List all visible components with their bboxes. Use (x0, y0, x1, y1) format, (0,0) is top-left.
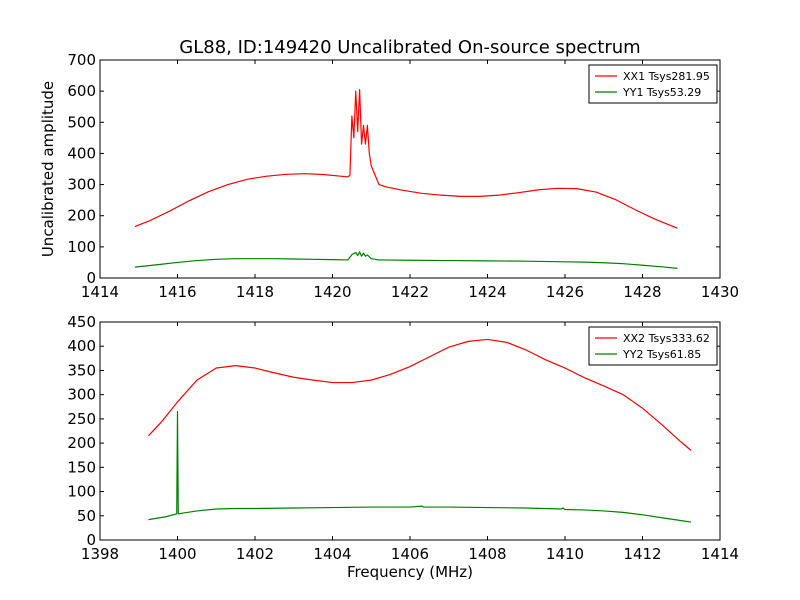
top-y-tick-label: 100 (67, 238, 96, 256)
top-x-tick-label: 1424 (468, 283, 506, 301)
bottom-series-line-2 (148, 411, 692, 523)
top-x-tick-label: 1418 (236, 283, 274, 301)
top-x-tick-label: 1416 (158, 283, 196, 301)
bottom-y-tick-label: 50 (77, 507, 96, 525)
bottom-y-tick-label: 100 (67, 483, 96, 501)
top-legend (588, 64, 718, 104)
bottom-y-tick-label: 250 (67, 410, 96, 428)
top-y-tick-label: 500 (67, 113, 96, 131)
top-x-tick-label: 1426 (546, 283, 584, 301)
top-series-line-1 (134, 88, 678, 229)
bottom-x-tick-label: 1414 (701, 545, 739, 563)
top-x-tick-label: 1428 (623, 283, 661, 301)
bottom-y-tick-label: 350 (67, 361, 96, 379)
bottom-legend-label: YY2 Tsys61.85 (622, 348, 701, 361)
top-x-tick-label: 1422 (391, 283, 429, 301)
bottom-x-tick-label: 1406 (391, 545, 429, 563)
bottom-series-line-1 (148, 338, 692, 451)
bottom-y-tick-label: 200 (67, 434, 96, 452)
top-series-line-2 (134, 251, 678, 269)
bottom-y-tick-label: 150 (67, 458, 96, 476)
top-y-tick-label: 200 (67, 207, 96, 225)
bottom-x-tick-label: 1410 (546, 545, 584, 563)
bottom-legend-label: XX2 Tsys333.62 (623, 332, 710, 345)
figure-title: GL88, ID:149420 Uncalibrated On-source s… (179, 37, 640, 58)
bottom-y-tick-label: 400 (67, 337, 96, 355)
bottom-x-tick-label: 1412 (623, 545, 661, 563)
bottom-y-tick-label: 300 (67, 386, 96, 404)
top-y-axis-label: Uncalibrated amplitude (39, 81, 57, 257)
bottom-x-tick-label: 1408 (468, 545, 506, 563)
bottom-y-tick-label: 450 (67, 313, 96, 331)
top-y-tick-label: 600 (67, 82, 96, 100)
chart-bottom: 1398 1400 1402 1404 1406 1408 1410 1412 1414 0 50 1… (67, 313, 739, 581)
bottom-legend (588, 326, 718, 366)
top-x-tick-label: 1430 (701, 283, 739, 301)
top-y-tick-label: 0 (86, 269, 96, 287)
bottom-x-axis-label: Frequency (MHz) (347, 563, 473, 581)
top-y-tick-label: 400 (67, 144, 96, 162)
top-y-tick-label: 300 (67, 176, 96, 194)
bottom-x-tick-label: 1404 (313, 545, 351, 563)
top-legend-label: YY1 Tsys53.29 (622, 86, 701, 99)
bottom-y-tick-label: 0 (86, 531, 96, 549)
chart-top: 1414 1416 1418 1420 1422 1424 1426 1428 1430 0 100… (39, 51, 739, 301)
top-legend-label: XX1 Tsys281.95 (623, 70, 710, 83)
bottom-x-tick-label: 1398 (81, 545, 119, 563)
top-x-tick-label: 1420 (313, 283, 351, 301)
top-y-tick-label: 700 (67, 51, 96, 69)
bottom-x-tick-label: 1400 (158, 545, 196, 563)
bottom-x-tick-label: 1402 (236, 545, 274, 563)
top-x-tick-label: 1414 (81, 283, 119, 301)
